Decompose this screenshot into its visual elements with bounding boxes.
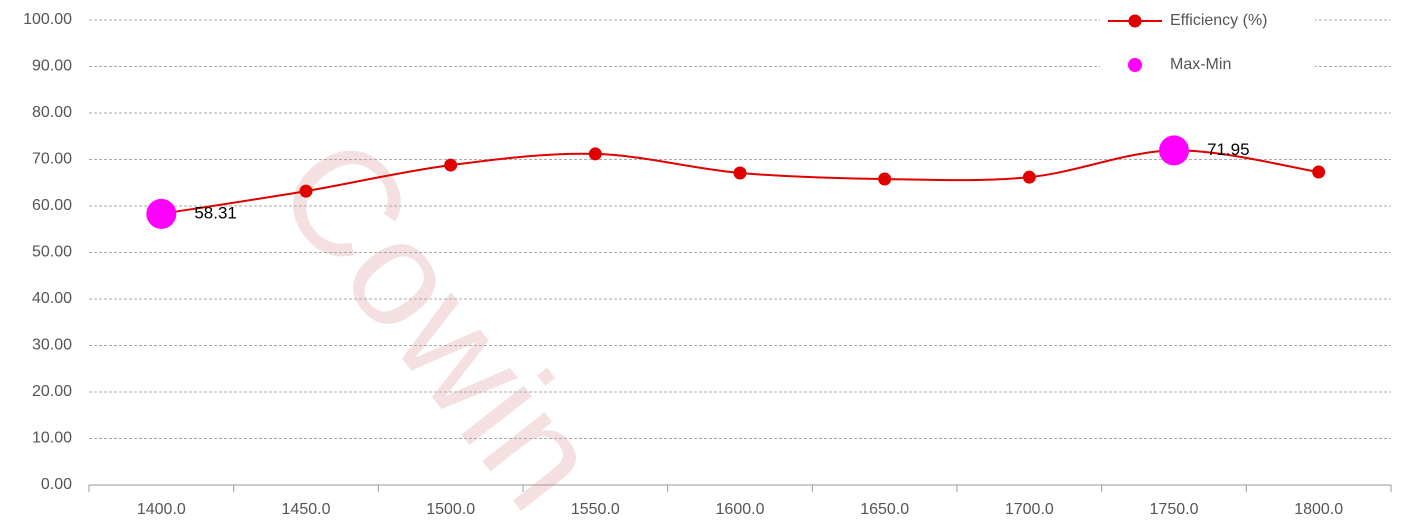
x-tick-label: 1500.0 xyxy=(426,501,475,518)
efficiency-marker xyxy=(1022,170,1036,184)
y-tick-label: 70.00 xyxy=(32,151,72,168)
x-tick-label: 1800.0 xyxy=(1294,501,1343,518)
x-tick-label: 1450.0 xyxy=(282,501,331,518)
efficiency-marker xyxy=(1312,165,1326,179)
x-tick-label: 1700.0 xyxy=(1005,501,1054,518)
efficiency-marker xyxy=(588,147,602,161)
x-tick-label: 1650.0 xyxy=(860,501,909,518)
y-tick-label: 10.00 xyxy=(32,430,72,447)
legend-label: Efficiency (%) xyxy=(1170,12,1268,29)
x-tick-label: 1550.0 xyxy=(571,501,620,518)
y-tick-label: 90.00 xyxy=(32,58,72,75)
y-tick-label: 40.00 xyxy=(32,290,72,307)
efficiency-marker xyxy=(878,172,892,186)
efficiency-marker xyxy=(733,166,747,180)
y-tick-label: 50.00 xyxy=(32,244,72,261)
y-tick-label: 20.00 xyxy=(32,383,72,400)
efficiency-marker xyxy=(299,184,313,198)
efficiency-marker xyxy=(444,158,458,172)
y-tick-label: 60.00 xyxy=(32,197,72,214)
max-min-marker xyxy=(146,198,177,229)
y-tick-label: 30.00 xyxy=(32,337,72,354)
legend-marker xyxy=(1128,14,1142,28)
data-label: 71.95 xyxy=(1207,140,1250,159)
x-tick-label: 1600.0 xyxy=(716,501,765,518)
y-tick-label: 80.00 xyxy=(32,104,72,121)
legend-label: Max-Min xyxy=(1170,56,1231,73)
x-tick-label: 1400.0 xyxy=(137,501,186,518)
watermark: Cowin xyxy=(245,106,634,526)
x-tick-label: 1750.0 xyxy=(1150,501,1199,518)
legend-marker xyxy=(1128,58,1142,72)
data-label: 58.31 xyxy=(194,203,237,222)
y-tick-label: 0.00 xyxy=(41,476,72,493)
y-tick-label: 100.00 xyxy=(23,11,72,28)
max-min-marker xyxy=(1159,135,1189,166)
